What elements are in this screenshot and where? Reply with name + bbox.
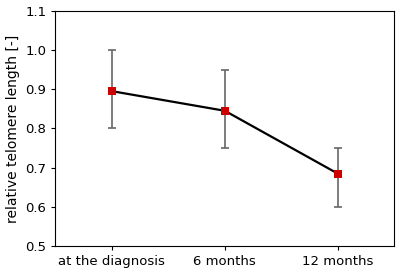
Point [335, 172, 341, 176]
Point [108, 89, 115, 93]
Point [222, 109, 228, 113]
Y-axis label: relative telomere length [-]: relative telomere length [-] [6, 34, 20, 222]
